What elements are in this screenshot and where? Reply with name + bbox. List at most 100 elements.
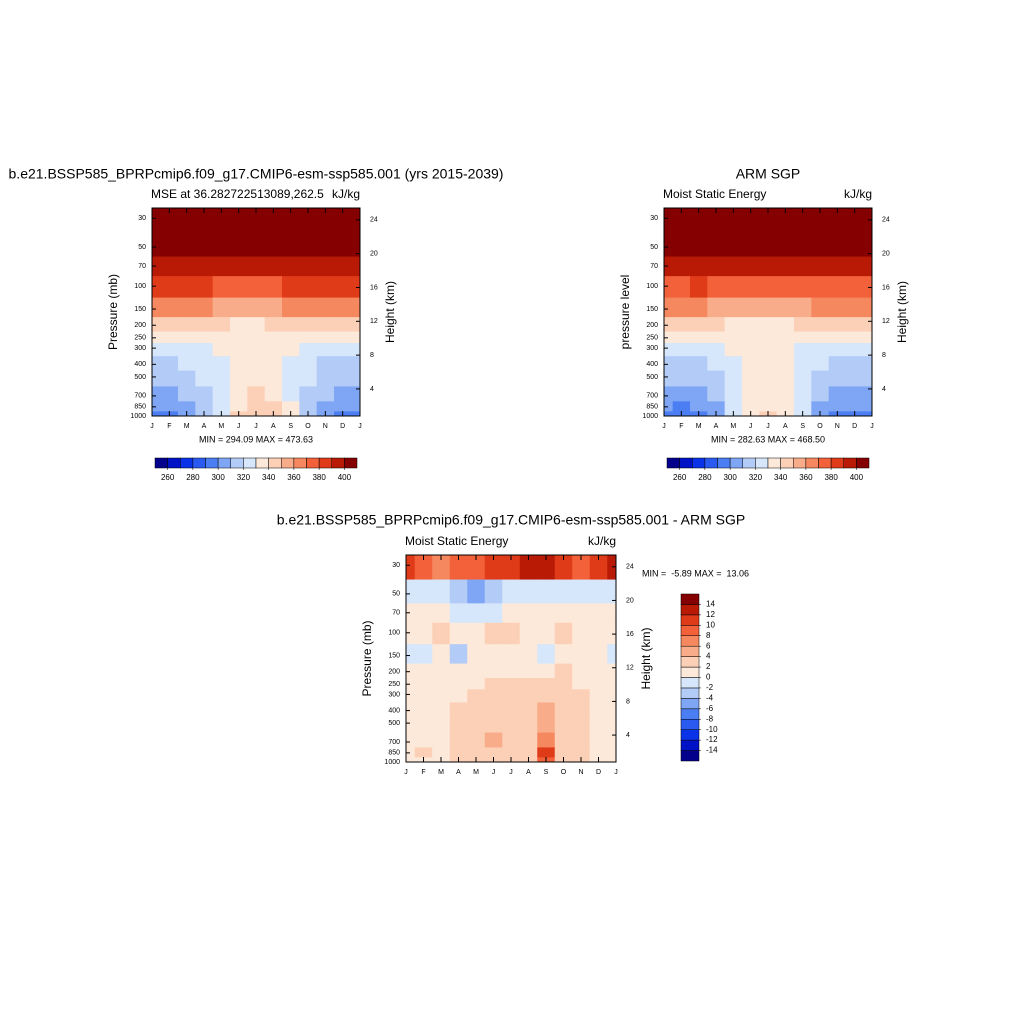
- contour-cell: [247, 356, 266, 372]
- contour-cell: [406, 732, 416, 748]
- contour-cell: [282, 370, 300, 387]
- contour-cell: [724, 342, 743, 357]
- contour-cell: [299, 276, 318, 299]
- contour-cell: [664, 297, 674, 318]
- contour-cell: [742, 356, 760, 372]
- contour-cell: [414, 603, 433, 624]
- contour-cell: [846, 232, 864, 258]
- colorbar-box: [680, 698, 700, 710]
- contour-cell: [467, 677, 486, 690]
- y2-axis-label: Height (km): [895, 281, 909, 343]
- x-tick-label: M: [730, 423, 736, 430]
- contour-cell: [160, 386, 179, 402]
- y2-axis-label: Height (km): [383, 281, 397, 343]
- contour-cell: [212, 342, 231, 357]
- colorbar-box: [717, 457, 731, 469]
- contour-cell: [230, 317, 248, 333]
- contour-cell: [742, 276, 760, 299]
- x-tick-label: J: [749, 423, 753, 430]
- contour-cell: [742, 331, 760, 344]
- subtitle-right: kJ/kg: [588, 534, 616, 548]
- x-tick-label: A: [783, 423, 788, 430]
- contour-cell: [178, 356, 196, 372]
- contour-cell: [299, 356, 318, 372]
- y2-tick-label: 20: [626, 597, 634, 604]
- contour-cell: [707, 401, 726, 412]
- colorbar-box: [680, 656, 700, 668]
- contour-cell: [316, 232, 335, 258]
- colorbar-box: [680, 666, 700, 678]
- contour-cell: [672, 401, 691, 412]
- x-tick-label: M: [184, 423, 190, 430]
- contour-cell: [863, 411, 872, 416]
- contour-cell: [152, 317, 162, 333]
- contour-cell: [572, 555, 591, 581]
- contour-cell: [212, 356, 231, 372]
- y-tick-label: 1000: [384, 759, 400, 766]
- contour-cell: [334, 342, 352, 357]
- contour-cell: [672, 317, 691, 333]
- contour-cell: [160, 256, 179, 277]
- contour-cell: [776, 370, 795, 387]
- contour-cell: [178, 401, 196, 412]
- contour-cell: [414, 622, 433, 645]
- colorbar-label: -10: [706, 725, 718, 734]
- chart-title: ARM SGP: [736, 166, 801, 182]
- contour-cell: [351, 411, 360, 416]
- y-tick-label: 1000: [130, 413, 146, 420]
- contour-cell: [467, 663, 486, 679]
- contour-cell: [672, 232, 691, 258]
- contour-cell: [664, 342, 674, 357]
- contour-cell: [484, 677, 503, 690]
- contour-cell: [484, 702, 503, 718]
- contour-cell: [589, 732, 608, 748]
- contour-cell: [828, 297, 847, 318]
- contour-cell: [282, 232, 300, 258]
- contour-cell: [351, 342, 360, 357]
- contour-cell: [672, 370, 691, 387]
- y-axis-label: pressure level: [618, 275, 632, 350]
- colorbar-box: [680, 750, 700, 762]
- contour-cell: [282, 208, 300, 234]
- colorbar-box: [666, 457, 680, 469]
- contour-cell: [759, 297, 778, 318]
- contour-cell: [334, 356, 352, 372]
- contour-cell: [282, 256, 300, 277]
- contour-cell: [776, 401, 795, 412]
- contour-cell: [212, 256, 231, 277]
- contour-cell: [846, 276, 864, 299]
- contour-cell: [212, 317, 231, 333]
- contour-cell: [264, 208, 283, 234]
- contour-cell: [863, 208, 872, 234]
- contour-cell: [406, 644, 416, 665]
- contour-cell: [537, 603, 556, 624]
- contour-cell: [572, 702, 591, 718]
- x-tick-label: S: [544, 769, 549, 776]
- contour-cell: [247, 317, 266, 333]
- contour-cell: [247, 297, 266, 318]
- contour-cell: [690, 401, 708, 412]
- contour-cell: [432, 622, 451, 645]
- contour-cell: [316, 297, 335, 318]
- contour-cell: [724, 401, 743, 412]
- subtitle-right: kJ/kg: [332, 187, 360, 201]
- contour-cell: [195, 401, 214, 412]
- colorbar-label: 320: [749, 473, 763, 482]
- contour-cell: [519, 603, 538, 624]
- contour-cell: [502, 663, 521, 679]
- x-tick-label: O: [305, 423, 311, 430]
- contour-cell: [846, 208, 864, 234]
- contour-cell: [794, 317, 812, 333]
- contour-cell: [811, 232, 830, 258]
- contour-cell: [160, 356, 179, 372]
- contour-cell: [672, 208, 691, 234]
- contour-cell: [537, 702, 556, 718]
- contour-cell: [160, 317, 179, 333]
- contour-cell: [572, 677, 591, 690]
- contour-cell: [160, 297, 179, 318]
- contour-cell: [672, 386, 691, 402]
- contour-cell: [589, 603, 608, 624]
- contour-cell: [316, 386, 335, 402]
- subtitle-left: Moist Static Energy: [663, 187, 766, 201]
